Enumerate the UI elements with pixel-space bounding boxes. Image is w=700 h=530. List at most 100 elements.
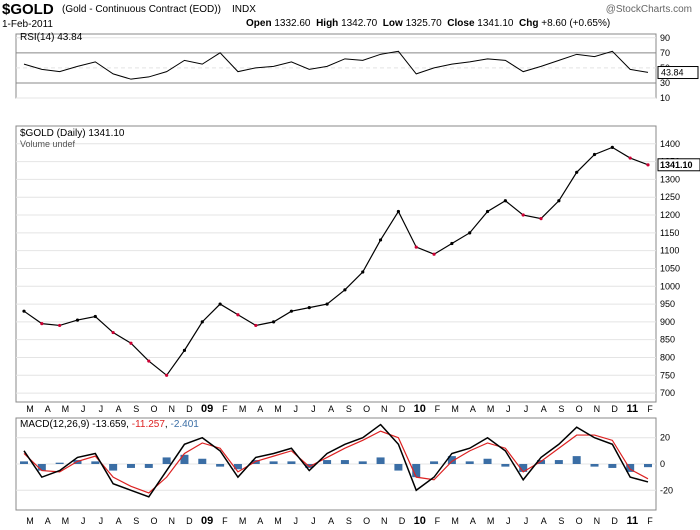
- macd-month-label: 10: [414, 515, 426, 527]
- price-tick-label: 1250: [660, 192, 680, 202]
- macd-month-label: O: [150, 516, 157, 526]
- price-month-label: 09: [201, 403, 213, 415]
- macd-histogram-bar: [554, 460, 563, 464]
- quote-date: 1-Feb-2011: [2, 19, 53, 30]
- macd-month-label: J: [311, 516, 316, 526]
- price-tick-label: 1050: [660, 263, 680, 273]
- macd-month-label: S: [346, 516, 352, 526]
- macd-histogram-bar: [572, 456, 581, 464]
- price-point: [289, 309, 294, 313]
- macd-histogram-bar: [340, 460, 349, 464]
- macd-histogram-bar: [37, 464, 46, 471]
- macd-histogram-bar: [233, 464, 242, 470]
- rsi-tick-label: 70: [660, 48, 670, 58]
- price-point: [396, 209, 400, 214]
- macd-histogram-bar: [465, 461, 474, 464]
- macd-histogram-bar: [180, 454, 189, 464]
- macd-histogram-bar: [287, 461, 296, 464]
- macd-histogram-bar: [501, 464, 510, 467]
- macd-month-label: F: [647, 516, 653, 526]
- price-point: [58, 323, 62, 328]
- price-point: [182, 348, 187, 352]
- macd-month-label: M: [274, 516, 282, 526]
- price-tick-label: 900: [660, 317, 675, 327]
- brand-watermark[interactable]: @StockCharts.com: [605, 4, 692, 15]
- instrument-name: (Gold - Continuous Contract (EOD)): [62, 4, 221, 15]
- ohlc-readout: Open 1332.60 High 1342.70 Low 1325.70 Cl…: [246, 18, 611, 29]
- rsi-last-value: 43.84: [661, 68, 684, 78]
- macd-histogram-bar: [412, 464, 421, 478]
- macd-tick-label: 20: [660, 433, 670, 443]
- volume-label: Volume undef: [20, 139, 76, 149]
- rsi-tick-label: 30: [660, 78, 670, 88]
- macd-histogram-bar: [126, 464, 135, 468]
- macd-label: MACD(12,26,9) -13.659, -11.257, -2.401: [20, 419, 199, 430]
- price-point: [592, 152, 597, 157]
- macd-histogram-bar: [109, 464, 118, 471]
- macd-month-label: M: [26, 516, 34, 526]
- macd-histogram-bar: [430, 461, 439, 464]
- macd-signal-line: [23, 430, 649, 494]
- macd-histogram-bar: [358, 461, 367, 464]
- price-last-value-box: [657, 158, 700, 172]
- macd-month-label: O: [576, 516, 583, 526]
- price-month-label: N: [168, 404, 175, 414]
- macd-month-label: M: [62, 516, 70, 526]
- price-line: [23, 146, 649, 377]
- macd-month-label: A: [470, 516, 476, 526]
- macd-month-label: M: [239, 516, 247, 526]
- price-tick-label: 750: [660, 370, 675, 380]
- macd-month-label: A: [45, 516, 51, 526]
- macd-histogram-bar: [626, 464, 635, 472]
- price-point: [307, 306, 311, 310]
- price-month-label: J: [524, 404, 529, 414]
- price-point: [378, 238, 383, 242]
- price-tick-label: 1100: [660, 246, 679, 256]
- macd-month-label: M: [487, 516, 495, 526]
- price-month-label: O: [576, 404, 583, 414]
- price-month-label: D: [611, 404, 618, 414]
- macd-histogram-bar: [447, 456, 456, 464]
- price-point: [22, 309, 26, 313]
- price-point: [254, 323, 258, 328]
- price-month-label: F: [435, 404, 441, 414]
- macd-month-label: A: [116, 516, 122, 526]
- price-point: [165, 373, 169, 377]
- price-month-label: S: [346, 404, 352, 414]
- price-month-label: A: [541, 404, 547, 414]
- macd-histogram-bar: [323, 460, 332, 464]
- price-month-label: O: [363, 404, 370, 414]
- price-label: $GOLD (Daily) 1341.10: [20, 128, 125, 139]
- price-point: [485, 209, 490, 214]
- macd-month-label: O: [363, 516, 370, 526]
- price-month-label: J: [506, 404, 511, 414]
- price-month-label: M: [239, 404, 247, 414]
- symbol: $GOLD: [2, 1, 54, 18]
- price-month-label: A: [257, 404, 263, 414]
- price-month-label: S: [558, 404, 564, 414]
- price-point: [628, 156, 632, 160]
- rsi-tick-label: 90: [660, 33, 670, 43]
- rsi-tick-label: 10: [660, 93, 670, 103]
- macd-histogram-bar: [20, 461, 28, 464]
- macd-histogram-bar: [198, 458, 207, 464]
- rsi-panel-frame: [15, 33, 657, 99]
- price-month-label: J: [81, 404, 86, 414]
- price-point: [646, 163, 650, 167]
- rsi-label: RSI(14) 43.84: [20, 32, 83, 43]
- price-tick-label: 1200: [660, 210, 680, 220]
- price-point: [557, 199, 561, 203]
- price-tick-label: 1300: [660, 174, 680, 184]
- price-month-label: D: [186, 404, 193, 414]
- price-month-label: S: [133, 404, 139, 414]
- price-point: [539, 216, 543, 221]
- macd-month-label: S: [133, 516, 139, 526]
- price-point: [147, 359, 151, 363]
- price-point: [218, 302, 222, 306]
- macd-histogram-bar: [162, 457, 171, 464]
- macd-histogram-bar: [55, 462, 64, 464]
- price-month-label: A: [116, 404, 122, 414]
- price-point: [432, 252, 436, 256]
- chart-header: $GOLD (Gold - Continuous Contract (EOD))…: [0, 0, 700, 34]
- macd-month-label: N: [168, 516, 175, 526]
